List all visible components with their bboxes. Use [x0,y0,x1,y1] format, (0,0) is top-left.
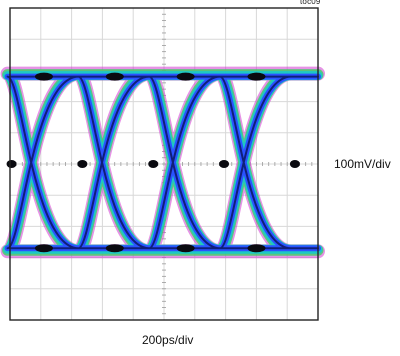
low-level-density [176,244,195,253]
graticule [9,7,319,321]
trace-dense-line [6,75,319,250]
vertical-scale-label: 100mV/div [334,157,391,171]
plot-border [9,7,319,321]
high-level-density [247,72,266,81]
high-level-density [34,72,53,81]
figure-code: toc09 [300,0,321,6]
horizontal-scale-label: 200ps/div [142,333,194,347]
crossing-point [219,160,230,168]
crossing-point [148,160,159,168]
high-level-density [176,72,195,81]
plot-frame [9,7,319,321]
eye-traces [0,66,325,259]
crossing-point [77,160,88,168]
crossing-point [289,160,300,168]
low-level-density [34,244,53,253]
high-level-density [105,72,124,81]
crossing-point [6,160,17,168]
low-level-density [247,244,266,253]
low-level-density [105,244,124,253]
